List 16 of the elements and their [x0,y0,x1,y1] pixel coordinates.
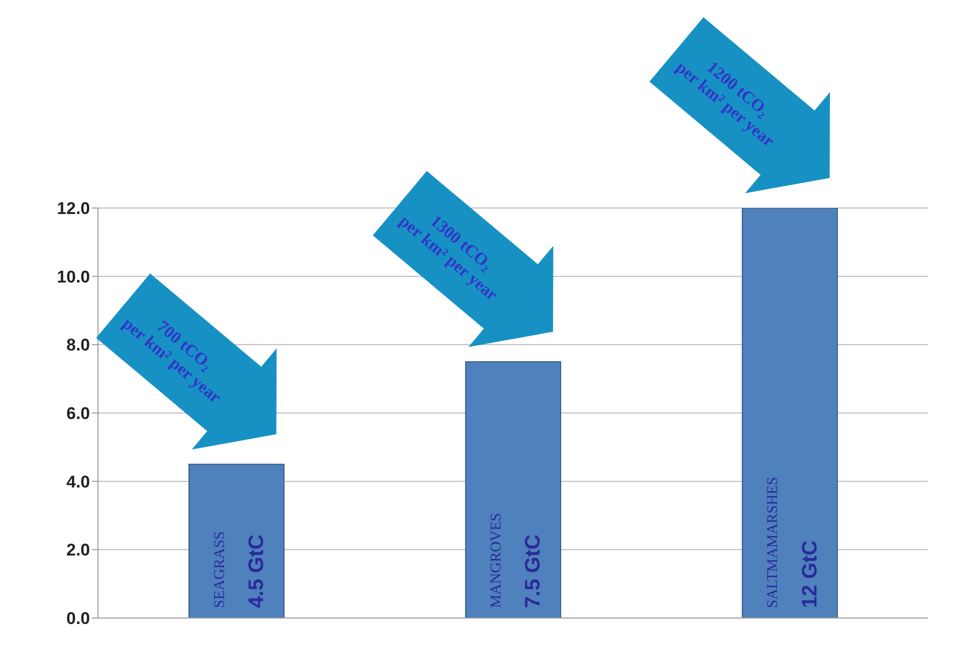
y-tick-label: 4.0 [66,472,90,492]
data-label: 7.5 GtC [522,534,545,608]
bar [188,464,284,618]
data-label: 4.5 GtC [244,534,268,608]
y-tick-label: 6.0 [66,404,90,424]
bar [742,208,838,618]
y-tick-label: 8.0 [66,336,90,355]
y-tick-label: 12.0 [56,199,90,218]
x-tick-label: SALTMAMARSHES [765,476,782,608]
y-tick-label: 10.0 [56,267,90,286]
y-tick-label: 0.0 [66,609,90,628]
bar [465,361,562,618]
data-label: 12 GtC [798,540,822,608]
x-tick-label: MANGROVES [488,512,504,608]
y-tick-label: 2.0 [66,540,90,560]
x-tick-label: SEAGRASS [212,531,228,608]
